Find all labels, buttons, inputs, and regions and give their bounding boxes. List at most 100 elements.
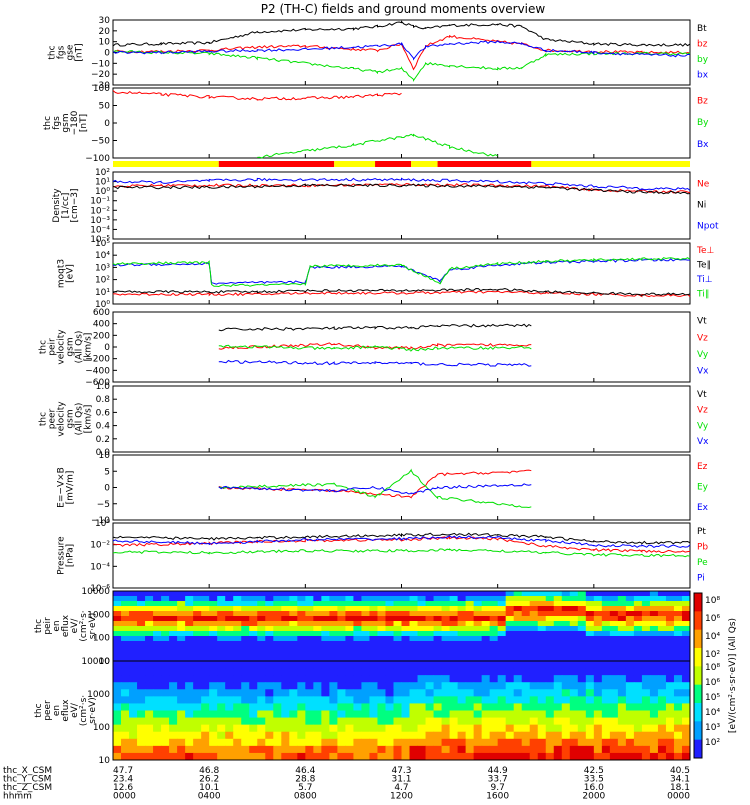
spectrogram-cell — [449, 616, 459, 622]
spectrogram-cell — [585, 710, 595, 719]
spectrogram-cell — [401, 641, 411, 647]
spectrogram-cell — [161, 621, 170, 627]
spectrogram-cell — [225, 696, 234, 704]
spectrogram-cell — [121, 621, 130, 627]
spectrogram-cell — [393, 631, 402, 637]
spectrogram-cell — [537, 703, 547, 711]
spectrogram-cell — [225, 682, 234, 690]
spectrogram-cell — [441, 696, 451, 704]
spectrogram-cell — [281, 724, 290, 733]
spectrogram-cell — [289, 601, 298, 607]
spectrogram-cell — [449, 752, 459, 761]
spectrogram-cell — [385, 668, 394, 676]
spectrogram-cell — [193, 661, 202, 669]
spectrogram-cell — [385, 745, 394, 754]
legend-black: Vt — [697, 317, 707, 327]
spectrogram-cell — [305, 661, 314, 669]
spectrogram-cell — [353, 668, 362, 676]
spectrogram-cell — [369, 611, 378, 617]
spectrogram-cell — [281, 668, 290, 676]
y-label-line: thc — [39, 340, 49, 354]
spectrogram-cell — [665, 703, 675, 711]
spectrogram-cell — [185, 651, 194, 657]
spectrogram-cell — [265, 636, 274, 642]
spectrogram-cell — [353, 731, 362, 740]
spectrogram-cell — [321, 738, 330, 747]
spectrogram-cell — [289, 606, 298, 612]
spectrogram-cell — [273, 703, 282, 711]
spectrogram-cell — [377, 745, 386, 754]
spectrogram-cell — [569, 641, 579, 647]
spectrogram-cell — [337, 651, 346, 657]
spectrogram-cell — [129, 606, 138, 612]
spectrogram-cell — [473, 596, 483, 602]
spectrogram-cell — [433, 631, 443, 637]
y-label-line: thc — [34, 703, 44, 717]
spectrogram-cell — [321, 616, 330, 622]
spectrogram-cell — [121, 646, 130, 652]
series-Ez — [218, 469, 532, 499]
spectrogram-cell — [137, 696, 146, 704]
spectrogram-cell — [393, 703, 402, 711]
spectrogram-cell — [337, 591, 346, 597]
spectrogram-cell — [177, 616, 186, 622]
spectrogram-cell — [217, 626, 226, 632]
colorbar: 10⁸10⁶10⁴10²10⁸10⁶10⁵10⁴10³10²[eV/(cm²·s… — [693, 592, 738, 759]
spectrogram-cell — [169, 651, 178, 657]
spectrogram-cell — [321, 596, 330, 602]
spectrogram-cell — [377, 675, 386, 683]
spectrogram-cell — [273, 724, 282, 733]
spectrogram-cell — [473, 656, 483, 662]
footer-value: 1600 — [486, 792, 509, 801]
spectrogram-cell — [513, 616, 523, 622]
spectrogram-cell — [369, 752, 378, 761]
spectrogram-cell — [649, 745, 659, 754]
spectrogram-cell — [321, 646, 330, 652]
spectrogram-cell — [385, 724, 394, 733]
spectrogram-cell — [297, 646, 306, 652]
spectrogram-cell — [201, 636, 210, 642]
spectrogram-cell — [625, 636, 635, 642]
spectrogram-cell — [137, 682, 146, 690]
spectrogram-cell — [145, 675, 154, 683]
spectrogram-cell — [393, 682, 402, 690]
spectrogram-cell — [649, 682, 659, 690]
spectrogram-cell — [497, 626, 507, 632]
y-label-line: gsm — [66, 337, 76, 356]
spectrogram-cell — [297, 703, 306, 711]
spectrogram-cell — [161, 689, 170, 697]
spectrogram-cell — [561, 752, 571, 761]
spectrogram-cell — [609, 621, 619, 627]
spectrogram-cell — [577, 626, 587, 632]
spectrogram-cell — [433, 731, 443, 740]
spectrogram-cell — [193, 606, 202, 612]
spectrogram-cell — [681, 717, 691, 726]
spectrogram-cell — [633, 631, 643, 637]
y-label-line: gse — [66, 44, 76, 60]
spectrogram-cell — [497, 646, 507, 652]
spectrogram-cell — [137, 596, 146, 602]
spectrogram-cell — [465, 591, 475, 597]
spectrogram-cell — [169, 621, 178, 627]
spectrogram-cell — [505, 596, 515, 602]
spectrogram-cell — [529, 682, 539, 690]
spectrogram-cell — [441, 641, 451, 647]
spectrogram-cell — [473, 682, 483, 690]
spectrogram-cell — [369, 738, 378, 747]
spectrogram-cell — [185, 596, 194, 602]
spectrogram-cell — [521, 601, 531, 607]
spectrogram-cell — [329, 661, 338, 669]
spectrogram-cell — [553, 703, 563, 711]
colorbar-label: [eV/(cm²·s·sr·eV)] (All Qs) — [728, 618, 738, 733]
spectrogram-cell — [225, 731, 234, 740]
spectrogram-cell — [561, 621, 571, 627]
spectrogram-cell — [417, 675, 427, 683]
spectrogram-cell — [681, 651, 691, 657]
spectrogram-cell — [425, 606, 435, 612]
spectrogram-cell — [249, 611, 258, 617]
spectrogram-cell — [473, 731, 483, 740]
spectrogram-cell — [609, 631, 619, 637]
spectrogram-cell — [345, 626, 354, 632]
spectrogram-cell — [201, 606, 210, 612]
